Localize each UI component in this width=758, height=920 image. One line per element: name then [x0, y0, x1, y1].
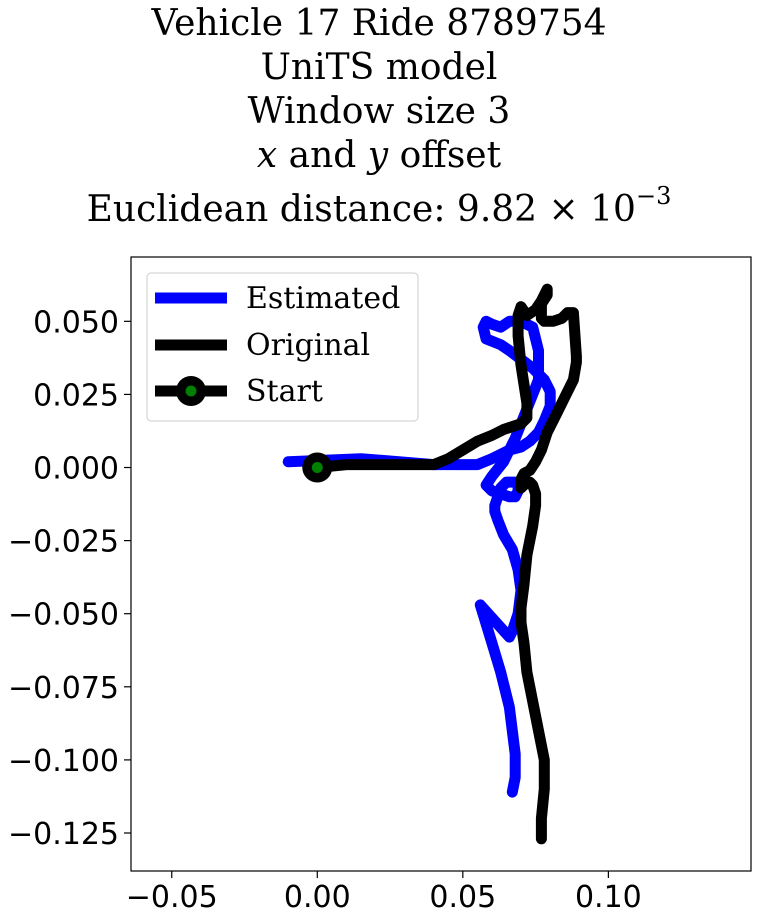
y-tick-label: 0.050 — [33, 305, 119, 340]
title-var-y: y — [367, 135, 389, 176]
start-marker-center — [311, 462, 323, 474]
title-distance-exponent: −3 — [635, 182, 672, 210]
axes-ticks: −0.05 0.00 0.05 0.10 0.050 0.025 0.000 −0.025 −0… — [8, 305, 642, 915]
x-tick-label: 0.10 — [575, 880, 642, 915]
title-and: and — [277, 135, 368, 176]
y-tick-label: −0.100 — [8, 744, 119, 779]
series-layer — [282, 283, 582, 845]
legend-label-original: Original — [246, 328, 370, 363]
series-line-original — [311, 283, 582, 845]
x-tick-label: −0.05 — [126, 880, 218, 915]
title-line-4: x and y offset — [0, 134, 758, 178]
title-offset: offset — [388, 135, 502, 176]
x-tick-label: 0.00 — [284, 880, 351, 915]
legend: Estimated Original Start — [146, 272, 419, 422]
legend-label-estimated: Estimated — [246, 281, 400, 316]
y-tick-label: 0.000 — [33, 452, 119, 487]
plot-area-frame — [130, 256, 752, 872]
title-line-3: Window size 3 — [247, 91, 511, 132]
title-line-2: UniTS model — [260, 47, 498, 88]
series-line-estimated — [282, 315, 556, 798]
y-tick-label: −0.025 — [8, 525, 119, 560]
y-tick-label: −0.125 — [8, 817, 119, 852]
title-line-5: Euclidean distance: 9.82 × 10−3 — [0, 178, 758, 232]
legend-box — [146, 272, 419, 422]
title-distance-prefix: Euclidean distance: 9.82 × 10 — [86, 189, 636, 230]
legend-start-marker-center — [185, 385, 197, 397]
legend-label-start: Start — [246, 374, 323, 409]
title-var-x: x — [256, 135, 278, 176]
y-tick-label: 0.025 — [33, 378, 119, 413]
x-tick-label: 0.05 — [429, 880, 496, 915]
y-tick-label: −0.075 — [8, 671, 119, 706]
y-tick-label: −0.050 — [8, 598, 119, 633]
title-line-1: Vehicle 17 Ride 8789754 — [151, 3, 607, 44]
